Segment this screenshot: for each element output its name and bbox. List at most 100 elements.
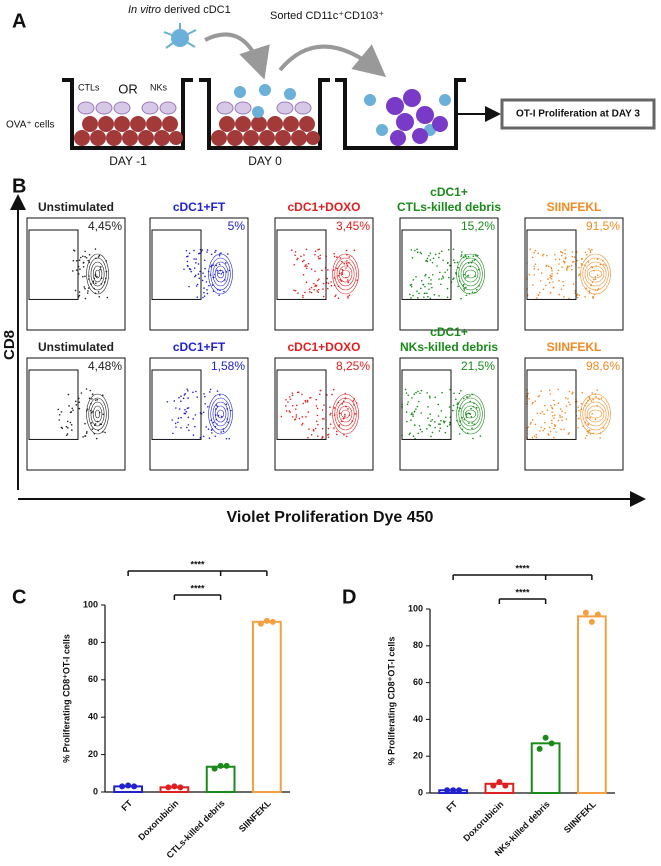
event-dot <box>219 394 221 396</box>
event-dot <box>347 297 349 299</box>
event-dot <box>60 411 63 413</box>
event-dot <box>553 417 555 419</box>
event-dot <box>577 417 580 420</box>
event-dot <box>439 423 441 425</box>
event-dot <box>216 269 219 272</box>
event-dot <box>552 399 555 402</box>
event-dot <box>220 252 222 254</box>
contour <box>341 269 351 279</box>
panel-a: A In vitro derived cDC1 Sorted CD11c⁺CD1… <box>6 4 656 168</box>
event-dot <box>589 416 591 419</box>
event-dot <box>431 261 434 264</box>
event-dot <box>577 406 579 408</box>
event-dot <box>326 277 329 280</box>
event-dot <box>553 427 555 430</box>
event-dot <box>97 291 100 293</box>
event-dot <box>593 278 595 281</box>
event-dot <box>448 406 451 408</box>
event-dot <box>470 407 472 410</box>
event-dot <box>285 398 287 401</box>
event-dot <box>406 420 408 423</box>
event-dot <box>571 255 574 258</box>
well <box>199 78 330 150</box>
event-dot <box>589 251 592 254</box>
contour <box>458 397 483 431</box>
event-dot <box>534 249 537 252</box>
event-dot <box>184 412 187 415</box>
event-dot <box>537 294 540 296</box>
event-dot <box>197 252 200 255</box>
gate <box>401 229 452 300</box>
event-dot <box>564 257 567 260</box>
event-dot <box>91 398 93 400</box>
event-dot <box>587 423 589 425</box>
event-dot <box>175 407 177 409</box>
event-dot <box>57 408 60 411</box>
event-dot <box>92 280 95 283</box>
event-dot <box>559 414 561 417</box>
sorted-label: Sorted CD11c⁺CD103⁺ <box>270 10 384 22</box>
event-dot <box>426 292 428 294</box>
event-dot <box>567 397 569 400</box>
event-dot <box>442 420 445 423</box>
event-dot <box>280 415 283 418</box>
event-dot <box>459 424 461 427</box>
event-dot <box>548 426 551 429</box>
event-dot <box>323 404 325 406</box>
event-dot <box>530 421 532 424</box>
event-dot <box>72 409 74 412</box>
event-dot <box>314 427 317 430</box>
event-dot <box>439 271 441 274</box>
event-dot <box>553 436 555 439</box>
event-dot <box>545 284 547 287</box>
event-dot <box>455 272 457 274</box>
event-dot <box>529 248 532 250</box>
event-dot <box>314 270 316 273</box>
event-dot <box>546 409 549 411</box>
event-dot <box>220 273 223 275</box>
event-dot <box>554 253 556 256</box>
plot-frame <box>26 357 126 471</box>
event-dot <box>446 287 449 290</box>
event-dot <box>453 392 455 395</box>
event-dot <box>186 426 188 429</box>
event-dot <box>447 248 450 251</box>
event-dot <box>222 430 225 433</box>
contour <box>90 261 105 287</box>
plot-frame <box>274 357 374 471</box>
event-dot <box>187 407 190 409</box>
event-dot <box>458 433 461 435</box>
event-dot <box>558 263 560 265</box>
event-dot <box>539 280 542 282</box>
event-dot <box>331 393 333 396</box>
event-dot <box>317 288 320 291</box>
event-dot <box>75 403 78 406</box>
plot-title: SIINFEKL <box>547 200 602 214</box>
event-dot <box>451 409 454 412</box>
event-dot <box>584 251 587 254</box>
event-dot <box>78 407 81 410</box>
event-dot <box>467 274 470 277</box>
replicate-dot <box>594 611 601 618</box>
contour <box>95 269 101 279</box>
event-dot <box>218 272 220 275</box>
event-dot <box>452 278 454 281</box>
event-dot <box>564 261 566 263</box>
contour <box>589 409 603 419</box>
event-dot <box>479 435 482 437</box>
event-dot <box>182 397 185 400</box>
event-dot <box>540 390 542 392</box>
plot-frame <box>399 217 499 331</box>
event-dot <box>84 250 86 253</box>
gate <box>276 229 327 300</box>
event-dot <box>65 425 68 428</box>
event-dot <box>442 277 445 279</box>
contour <box>86 253 109 295</box>
event-dot <box>590 400 593 402</box>
y-tick-label: 100 <box>83 599 98 609</box>
event-dot <box>531 403 534 405</box>
event-dot <box>291 392 294 394</box>
event-dot <box>411 397 413 399</box>
event-dot <box>472 437 474 440</box>
event-dot <box>85 388 88 390</box>
